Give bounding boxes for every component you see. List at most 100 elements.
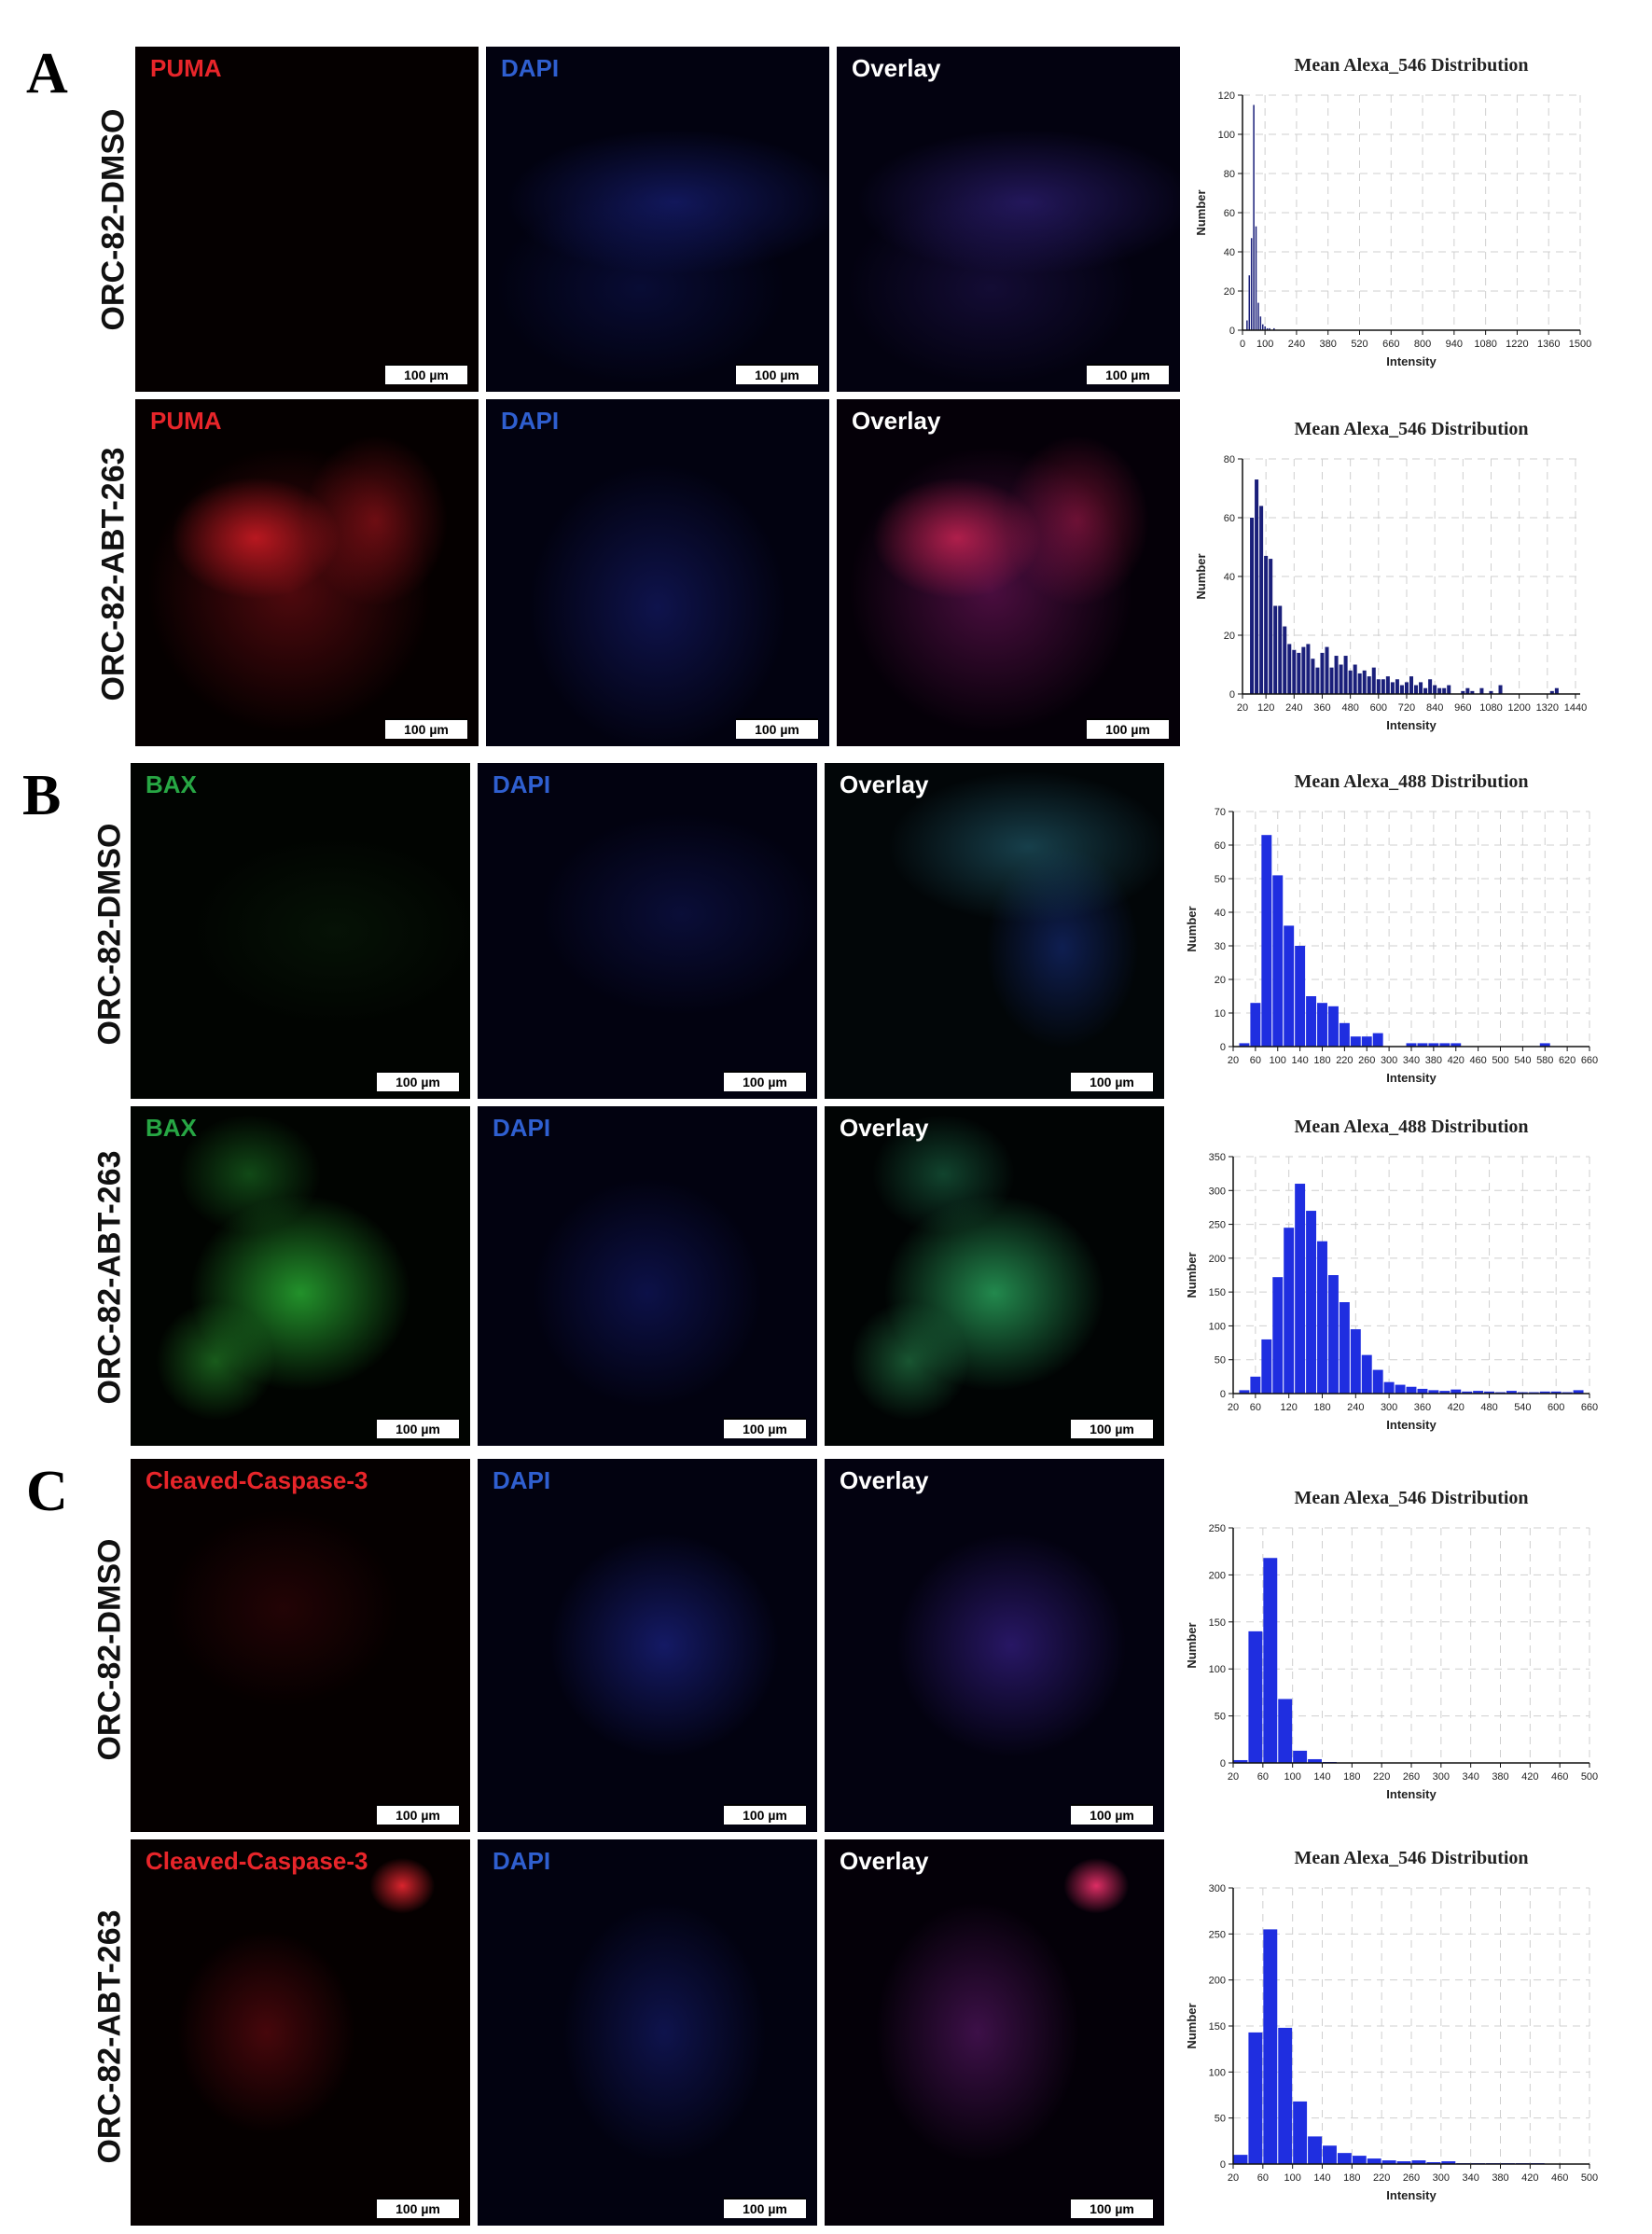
x-tick-label: 60 <box>1250 1055 1261 1066</box>
histogram-bar <box>1306 996 1317 1047</box>
y-tick-label: 250 <box>1209 1220 1226 1231</box>
histogram-bar <box>1301 646 1306 694</box>
x-tick-label: 20 <box>1228 2172 1239 2184</box>
x-axis-label: Intensity <box>1386 354 1437 368</box>
y-axis-label: Number <box>1194 189 1208 235</box>
histogram-bar <box>1284 925 1295 1047</box>
y-tick-label: 250 <box>1209 1523 1226 1534</box>
x-tick-label: 460 <box>1551 1771 1568 1783</box>
x-tick-label: 100 <box>1284 2172 1300 2184</box>
x-tick-label: 360 <box>1313 702 1330 714</box>
histogram-bar <box>1255 226 1257 330</box>
scale-bar: 100 µm <box>377 2198 459 2218</box>
micrograph-overlay-abt263: Overlay 100 µm <box>825 1839 1164 2226</box>
x-tick-label: 140 <box>1313 1771 1330 1783</box>
x-tick-label: 500 <box>1581 2172 1598 2184</box>
panel-label-a: A <box>26 42 68 105</box>
x-tick-label: 1440 <box>1564 702 1587 714</box>
x-tick-label: 800 <box>1414 339 1431 350</box>
histogram-bar <box>1266 327 1269 330</box>
histogram-bar <box>1381 2160 1396 2164</box>
x-tick-label: 220 <box>1336 1055 1353 1066</box>
scale-bar: 100 µm <box>724 1418 806 1438</box>
x-tick-label: 120 <box>1281 1402 1298 1413</box>
histogram-bar <box>1367 676 1371 694</box>
chart-title: Mean Alexa_546 Distribution <box>1294 1848 1528 1868</box>
x-tick-label: 340 <box>1462 2172 1478 2184</box>
panel-label-c: C <box>26 1460 68 1523</box>
histogram-bar <box>1539 1043 1550 1047</box>
histogram-bar <box>1439 1391 1451 1394</box>
x-tick-label: 420 <box>1521 2172 1538 2184</box>
x-tick-label: 620 <box>1559 1055 1576 1066</box>
histogram-bar <box>1479 687 1484 694</box>
histogram-bar <box>1404 682 1409 694</box>
x-tick-label: 500 <box>1581 1771 1598 1783</box>
channel-caption: DAPI <box>493 1847 551 1875</box>
micrograph-dapi-abt263: DAPI 100 µm <box>486 399 829 746</box>
histogram-bar <box>1506 1391 1517 1394</box>
histogram-bar <box>1233 1759 1248 1763</box>
x-tick-label: 0 <box>1240 339 1245 350</box>
histogram-bar <box>1239 1043 1250 1047</box>
histogram-bar <box>1411 2160 1426 2164</box>
histogram-bar <box>1399 685 1404 694</box>
channel-caption: PUMA <box>150 407 222 435</box>
histogram-chart: Mean Alexa_546 Distribution 20 60 100 140 180… <box>1175 1839 1604 2216</box>
histogram-bar <box>1441 2161 1456 2164</box>
row-label: ORC-82-ABT-263 <box>91 1149 128 1405</box>
histogram-bar <box>1253 104 1255 330</box>
y-tick-label: 40 <box>1215 908 1226 919</box>
histogram-bar <box>1406 1043 1417 1047</box>
histogram-bar <box>1343 656 1348 694</box>
histogram-chart: Mean Alexa_488 Distribution 20 60 120 180 240… <box>1175 1108 1604 1446</box>
histogram-bar <box>1371 667 1376 694</box>
histogram-bar <box>1311 659 1315 694</box>
x-tick-label: 660 <box>1382 339 1399 350</box>
histogram-bar <box>1272 1277 1284 1394</box>
y-tick-label: 50 <box>1215 1712 1226 1723</box>
histogram-bar <box>1376 679 1381 694</box>
x-tick-label: 300 <box>1433 2172 1450 2184</box>
x-tick-label: 240 <box>1288 339 1305 350</box>
histogram-chart: Mean Alexa_488 Distribution 20 60 100 140 180… <box>1175 763 1604 1099</box>
y-tick-label: 80 <box>1224 169 1235 180</box>
y-tick-label: 40 <box>1224 572 1235 583</box>
micrograph-dapi-dmso: DAPI 100 µm <box>486 47 829 392</box>
micrograph-caspase3-dmso: Cleaved-Caspase-3 100 µm <box>131 1459 470 1832</box>
histogram-bar <box>1417 1043 1428 1047</box>
histogram-svg: Mean Alexa_546 Distribution 20 120 240 360 48… <box>1194 419 1587 732</box>
x-tick-label: 420 <box>1448 1055 1465 1066</box>
micrograph-overlay-abt263: Overlay 100 µm <box>825 1106 1164 1446</box>
histogram-bar <box>1409 676 1414 694</box>
histogram-bar <box>1350 1329 1361 1394</box>
histogram-bar <box>1295 1184 1306 1394</box>
y-axis-label: Number <box>1185 2003 1199 2048</box>
y-tick-label: 0 <box>1220 2159 1226 2171</box>
x-tick-label: 600 <box>1548 1402 1564 1413</box>
histogram-bar <box>1470 690 1475 694</box>
y-axis-label: Number <box>1185 1622 1199 1668</box>
x-tick-label: 720 <box>1398 702 1415 714</box>
x-tick-label: 660 <box>1581 1402 1598 1413</box>
histogram-bar <box>1439 1043 1451 1047</box>
y-tick-label: 20 <box>1215 975 1226 986</box>
histogram-bar <box>1278 1699 1293 1763</box>
x-tick-label: 540 <box>1514 1402 1531 1413</box>
y-tick-label: 120 <box>1218 90 1235 102</box>
histogram-bar <box>1263 1558 1278 1763</box>
histogram-svg: Mean Alexa_546 Distribution 20 60 100 140 180… <box>1185 1488 1598 1801</box>
x-tick-label: 20 <box>1228 1771 1239 1783</box>
histogram-bar <box>1261 1339 1272 1394</box>
histogram-bar <box>1255 479 1259 694</box>
histogram-bar <box>1350 1036 1361 1047</box>
scale-bar: 100 µm <box>724 1804 806 1825</box>
histogram-bar <box>1295 946 1306 1047</box>
histogram-bar <box>1320 652 1325 694</box>
histogram-bar <box>1250 1376 1261 1394</box>
histogram-bar <box>1308 1758 1322 1763</box>
histogram-bar <box>1428 1390 1439 1394</box>
x-tick-label: 1200 <box>1507 702 1530 714</box>
x-axis-label: Intensity <box>1386 1787 1437 1801</box>
